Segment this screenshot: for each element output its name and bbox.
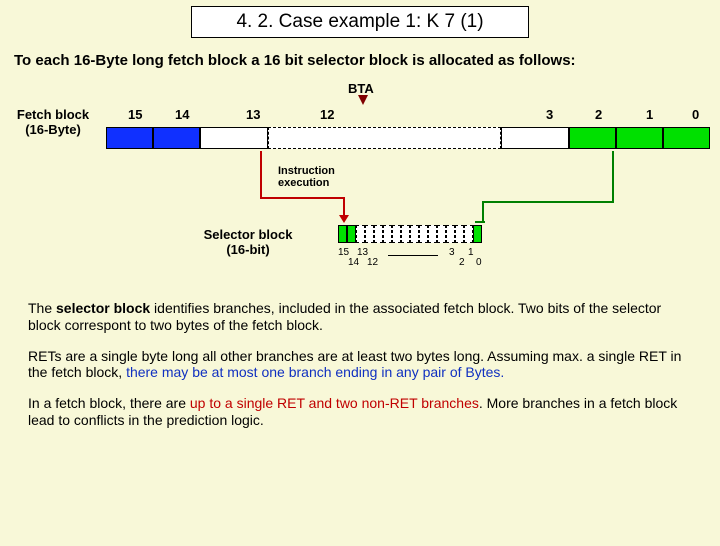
selector-bit-cell: [347, 225, 356, 243]
instr-arrow-stem: [260, 151, 262, 171]
selector-bit-num: 3: [449, 247, 455, 258]
fetch-byte-cell: [106, 127, 153, 149]
byte-label: 0: [692, 107, 699, 122]
selector-bit-cell: [401, 225, 410, 243]
selector-bit-cell: [365, 225, 374, 243]
selector-bit-cell: [392, 225, 401, 243]
fetch-block-label: Fetch block(16-Byte): [8, 107, 98, 137]
fetch-block-row: [106, 127, 710, 151]
bta-label: BTA: [348, 81, 374, 96]
fetch-byte-cell: [569, 127, 616, 149]
fetch-byte-cell: [616, 127, 663, 149]
selector-bit-num: 12: [367, 257, 378, 268]
instruction-execution-label: Instruction execution: [278, 165, 335, 189]
selector-bit-cell: [473, 225, 482, 243]
diagram-area: BTA Fetch block(16-Byte) 151413123210 In…: [8, 75, 712, 300]
selector-bit-cell: [428, 225, 437, 243]
selector-block-row: [338, 225, 482, 245]
fetch-byte-cell: [501, 127, 569, 149]
bta-arrow-head: [358, 95, 368, 105]
selector-bit-cell: [410, 225, 419, 243]
fetch-byte-cell: [200, 127, 268, 149]
green-connector-v2: [482, 201, 484, 223]
selector-bit-cell: [383, 225, 392, 243]
green-connector-v: [612, 151, 614, 201]
byte-label: 14: [175, 107, 189, 122]
selector-bit-cell: [464, 225, 473, 243]
selector-bit-cell: [419, 225, 428, 243]
sel-range-dash: [388, 255, 438, 256]
paragraph-3: In a fetch block, there are up to a sing…: [28, 395, 692, 429]
selector-block-label: Selector block(16-bit): [193, 227, 303, 257]
selector-bit-cell: [455, 225, 464, 243]
instr-arrow-horiz: [260, 197, 345, 199]
byte-label: 12: [320, 107, 334, 122]
byte-label: 1: [646, 107, 653, 122]
green-connector-h: [482, 201, 614, 203]
byte-label: 2: [595, 107, 602, 122]
selector-bit-num: 2: [459, 257, 465, 268]
slide-title: 4. 2. Case example 1: K 7 (1): [191, 6, 529, 38]
selector-bit-num: 14: [348, 257, 359, 268]
paragraph-2: RETs are a single byte long all other br…: [28, 348, 692, 382]
paragraph-1: The selector block identifies branches, …: [28, 300, 692, 334]
fetch-byte-cell: [153, 127, 200, 149]
instr-arrow-stem2: [260, 171, 262, 197]
fetch-byte-cell: [268, 127, 501, 149]
byte-label: 15: [128, 107, 142, 122]
fetch-byte-cell: [663, 127, 710, 149]
selector-bit-cell: [374, 225, 383, 243]
instr-arrow-head: [339, 215, 349, 223]
byte-label: 13: [246, 107, 260, 122]
selector-bit-num: 0: [476, 257, 482, 268]
instr-arrow-stem3: [343, 197, 345, 217]
selector-bit-num: 1: [468, 247, 474, 258]
selector-bit-cell: [356, 225, 365, 243]
selector-bit-cell: [446, 225, 455, 243]
intro-text: To each 16-Byte long fetch block a 16 bi…: [14, 52, 706, 69]
selector-bit-cell: [338, 225, 347, 243]
byte-label: 3: [546, 107, 553, 122]
selector-bit-cell: [437, 225, 446, 243]
